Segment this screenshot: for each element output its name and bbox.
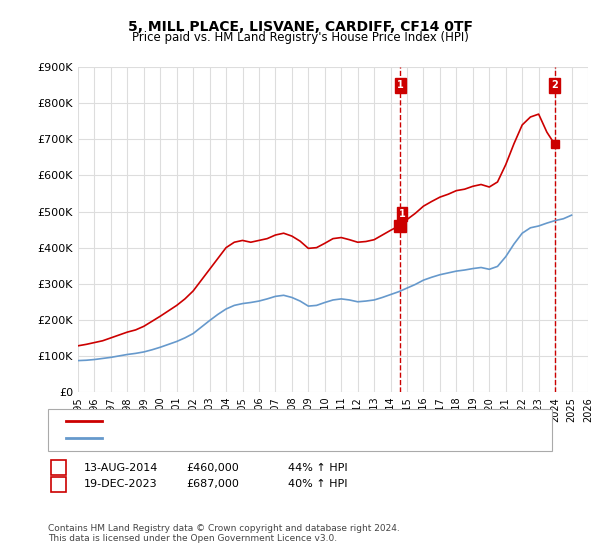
Text: 40% ↑ HPI: 40% ↑ HPI [288,479,347,489]
Text: 1: 1 [55,463,62,473]
Text: 5, MILL PLACE, LISVANE, CARDIFF, CF14 0TF: 5, MILL PLACE, LISVANE, CARDIFF, CF14 0T… [128,20,473,34]
Text: 44% ↑ HPI: 44% ↑ HPI [288,463,347,473]
Text: 13-AUG-2014: 13-AUG-2014 [84,463,158,473]
Text: 2: 2 [551,80,558,90]
Text: £687,000: £687,000 [186,479,239,489]
Text: 5, MILL PLACE, LISVANE, CARDIFF, CF14 0TF (detached house): 5, MILL PLACE, LISVANE, CARDIFF, CF14 0T… [108,416,432,426]
Text: Contains HM Land Registry data © Crown copyright and database right 2024.
This d: Contains HM Land Registry data © Crown c… [48,524,400,543]
Text: 1: 1 [397,80,404,90]
Text: £460,000: £460,000 [186,463,239,473]
Text: 19-DEC-2023: 19-DEC-2023 [84,479,158,489]
Text: Price paid vs. HM Land Registry's House Price Index (HPI): Price paid vs. HM Land Registry's House … [131,31,469,44]
Text: 2: 2 [55,479,62,489]
Text: 1: 1 [399,209,406,219]
Text: HPI: Average price, detached house, Cardiff: HPI: Average price, detached house, Card… [108,433,336,443]
